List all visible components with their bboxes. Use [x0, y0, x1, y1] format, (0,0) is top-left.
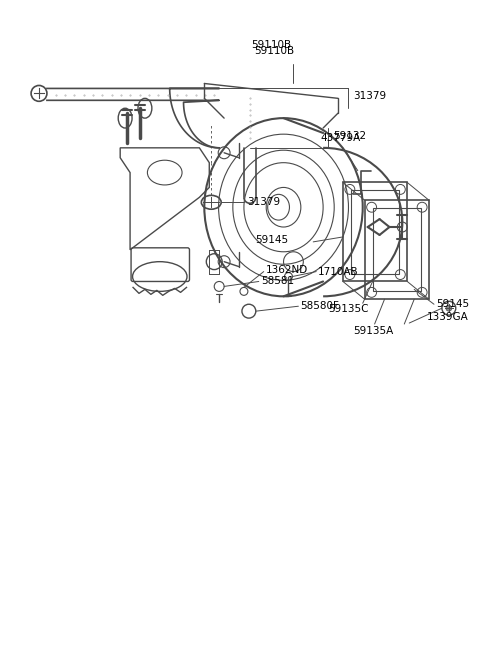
Text: 58581: 58581: [261, 276, 294, 287]
Text: 59110B: 59110B: [254, 46, 294, 56]
Text: 43779A: 43779A: [320, 133, 360, 143]
Text: 1710AB: 1710AB: [318, 266, 359, 277]
Text: 59145: 59145: [436, 299, 469, 309]
Text: 59110B: 59110B: [251, 40, 291, 50]
Text: 59135C: 59135C: [328, 304, 369, 314]
Circle shape: [446, 305, 452, 311]
Text: 1339GA: 1339GA: [427, 312, 469, 322]
Text: 1362ND: 1362ND: [266, 264, 308, 275]
Text: 59135A: 59135A: [353, 326, 393, 336]
Text: 59145: 59145: [255, 235, 288, 245]
Text: 59132: 59132: [333, 131, 366, 141]
Text: 31379: 31379: [353, 91, 386, 102]
Text: 31379: 31379: [247, 197, 280, 207]
Text: 58580F: 58580F: [300, 301, 339, 311]
